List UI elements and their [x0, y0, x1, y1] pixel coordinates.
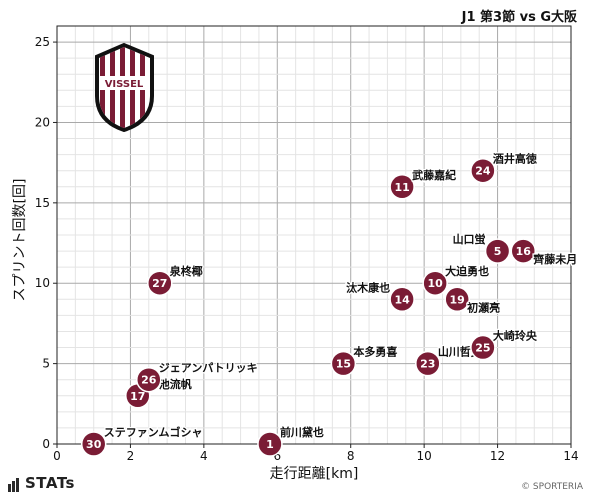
point-name-label: 齊藤未月 — [532, 252, 577, 266]
point-name-label: 大迫勇也 — [445, 264, 489, 278]
y-tick-label: 20 — [35, 115, 50, 129]
point-number-label: 19 — [450, 293, 465, 306]
point-number-label: 14 — [394, 293, 410, 306]
point-number-label: 30 — [86, 438, 102, 451]
y-tick-label: 15 — [35, 196, 50, 210]
x-tick-label: 12 — [490, 449, 505, 463]
data-point: 5 山口蛍 — [451, 231, 511, 264]
stats-logo-text: STATs — [25, 473, 75, 492]
y-tick-label: 0 — [42, 437, 50, 451]
point-name-label: ステファンムゴシャ — [104, 425, 203, 439]
point-number-label: 27 — [152, 277, 167, 290]
point-marker — [422, 270, 448, 296]
chart-title: J1 第3節 vs G大阪 — [461, 10, 577, 25]
point-number-label: 10 — [428, 277, 444, 290]
point-number-label: 17 — [130, 390, 145, 403]
point-marker — [444, 286, 470, 313]
point-name-label: ジェアンパトリッキ — [159, 362, 258, 375]
data-points: 30ステファンムゴシャ1前川黛也17菊池流帆26ジェアンパトリッキ27泉柊椰15… — [80, 150, 579, 457]
y-tick-label: 10 — [35, 276, 50, 290]
x-tick-label: 6 — [273, 449, 281, 463]
point-marker — [389, 174, 415, 200]
point-name-label: 山口蛍 — [453, 232, 486, 246]
point-number-label: 5 — [494, 245, 502, 258]
point-number-label: 23 — [420, 358, 435, 371]
point-number-label: 15 — [336, 358, 351, 371]
point-number-label: 11 — [394, 181, 409, 194]
point-marker — [257, 431, 283, 457]
x-tick-label: 14 — [563, 449, 578, 463]
point-number-label: 16 — [516, 245, 532, 258]
x-axis-label: 走行距離[km] — [270, 465, 359, 482]
point-name-label: 泉柊椰 — [169, 264, 203, 278]
x-tick-label: 10 — [417, 449, 432, 463]
point-name-label: 前川黛也 — [280, 425, 324, 439]
plot-frame — [56, 25, 572, 445]
stats-bars-icon — [8, 474, 20, 492]
point-number-label: 24 — [475, 165, 491, 178]
point-number-label: 26 — [141, 374, 157, 387]
y-tick-label: 25 — [35, 35, 50, 49]
data-point: 1 前川黛也 — [257, 424, 325, 457]
point-name-label: 初瀬亮 — [467, 300, 500, 314]
point-name-label: 武藤嘉紀 — [412, 168, 456, 182]
y-axis-label: スプリント回数[回] — [12, 179, 28, 302]
x-tick-label: 4 — [200, 449, 208, 463]
point-name-label: 酒井高徳 — [493, 152, 537, 166]
point-marker — [389, 286, 415, 313]
point-name-label: 本多勇喜 — [353, 345, 397, 359]
point-marker — [330, 350, 357, 377]
point-marker — [470, 157, 496, 184]
point-number-label: 1 — [266, 438, 274, 451]
point-marker — [415, 350, 441, 377]
point-number-label: 25 — [475, 342, 490, 355]
point-marker — [136, 366, 162, 393]
point-marker — [80, 431, 107, 457]
stats-logo: STATs — [8, 473, 75, 492]
y-tick-label: 5 — [42, 357, 50, 371]
x-tick-label: 8 — [347, 449, 355, 463]
point-marker — [470, 334, 496, 361]
credit: © SPORTERIA — [521, 482, 583, 492]
x-tick-label: 0 — [53, 449, 61, 463]
svg-text:VISSEL: VISSEL — [105, 79, 144, 90]
point-marker — [510, 238, 537, 264]
point-name-label: 汰木康也 — [346, 280, 390, 294]
point-marker — [147, 270, 173, 296]
data-point: 14 汰木康也 — [345, 279, 415, 313]
vissel-logo: VISSEL — [95, 42, 154, 133]
point-marker — [484, 238, 511, 264]
point-name-label: 大崎玲央 — [493, 329, 538, 343]
x-tick-label: 2 — [127, 449, 135, 463]
